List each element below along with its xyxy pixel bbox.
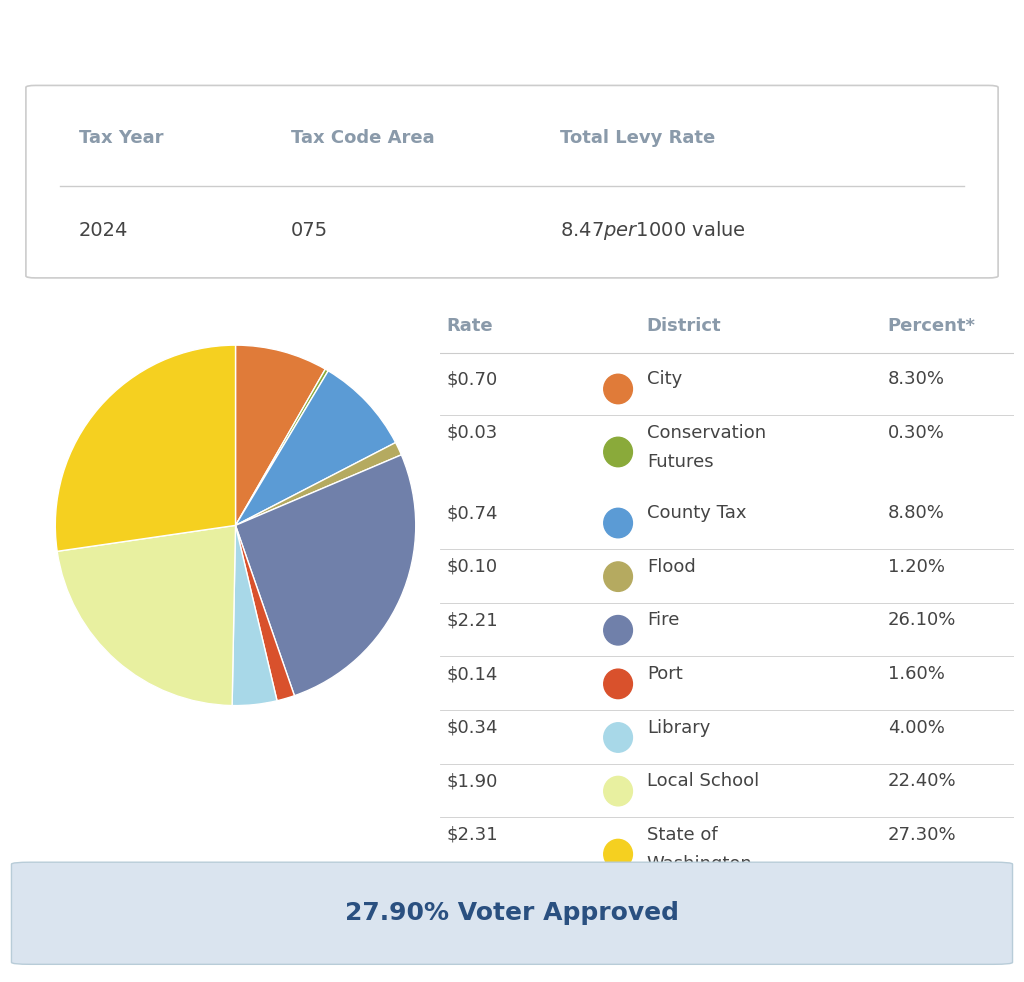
Text: 1.60%: 1.60% <box>888 665 944 683</box>
FancyBboxPatch shape <box>26 85 998 278</box>
Text: Flood: Flood <box>647 558 695 575</box>
Text: 4.00%: 4.00% <box>888 719 944 736</box>
Wedge shape <box>236 525 295 701</box>
Circle shape <box>604 437 633 466</box>
Wedge shape <box>236 369 329 525</box>
Text: $0.34: $0.34 <box>446 719 498 736</box>
Text: 0.30%: 0.30% <box>888 424 944 442</box>
Circle shape <box>604 374 633 404</box>
Text: Levy Rate Distribution: Levy Rate Distribution <box>23 23 408 51</box>
Text: $0.74: $0.74 <box>446 505 498 522</box>
Text: 075: 075 <box>291 221 328 241</box>
Text: Percent*: Percent* <box>888 317 976 335</box>
Text: Rate: Rate <box>446 317 493 335</box>
Text: Fire: Fire <box>647 612 679 629</box>
Text: 27.90% Voter Approved: 27.90% Voter Approved <box>345 901 679 925</box>
Text: $2.21: $2.21 <box>446 612 498 629</box>
Text: Port: Port <box>647 665 683 683</box>
Text: $0.10: $0.10 <box>446 558 498 575</box>
Text: District: District <box>647 317 721 335</box>
Text: $2.31: $2.31 <box>446 826 498 844</box>
Text: City: City <box>647 370 682 388</box>
Text: Library: Library <box>647 719 710 736</box>
Text: Washington: Washington <box>647 855 753 873</box>
Circle shape <box>604 723 633 752</box>
Text: 8.80%: 8.80% <box>888 505 944 522</box>
Wedge shape <box>55 345 236 551</box>
Text: Total Levy Rate: Total Levy Rate <box>560 130 716 147</box>
Text: Tax Year: Tax Year <box>79 130 164 147</box>
Circle shape <box>604 616 633 645</box>
Text: $8.47 per $1000 value: $8.47 per $1000 value <box>560 219 746 243</box>
Text: 8.30%: 8.30% <box>888 370 944 388</box>
Circle shape <box>604 777 633 806</box>
Text: Futures: Futures <box>647 454 714 471</box>
Wedge shape <box>236 371 395 525</box>
Wedge shape <box>57 525 236 705</box>
Text: 27.30%: 27.30% <box>888 826 956 844</box>
Text: $0.14: $0.14 <box>446 665 498 683</box>
Text: County Tax: County Tax <box>647 505 746 522</box>
Wedge shape <box>232 525 278 706</box>
Wedge shape <box>236 345 326 525</box>
Text: Conservation: Conservation <box>647 424 766 442</box>
Text: 1.20%: 1.20% <box>888 558 944 575</box>
Wedge shape <box>236 455 416 695</box>
Text: 2024: 2024 <box>79 221 128 241</box>
Text: Tax Code Area: Tax Code Area <box>291 130 434 147</box>
Circle shape <box>604 840 633 869</box>
Circle shape <box>604 562 633 591</box>
Text: 22.40%: 22.40% <box>888 772 956 791</box>
Circle shape <box>604 509 633 538</box>
FancyBboxPatch shape <box>11 862 1013 964</box>
Text: $1.90: $1.90 <box>446 772 498 791</box>
Text: $0.70: $0.70 <box>446 370 498 388</box>
Text: Local School: Local School <box>647 772 759 791</box>
Text: $0.03: $0.03 <box>446 424 498 442</box>
Text: State of: State of <box>647 826 718 844</box>
Text: 26.10%: 26.10% <box>888 612 956 629</box>
Wedge shape <box>236 443 401 525</box>
Circle shape <box>604 669 633 698</box>
